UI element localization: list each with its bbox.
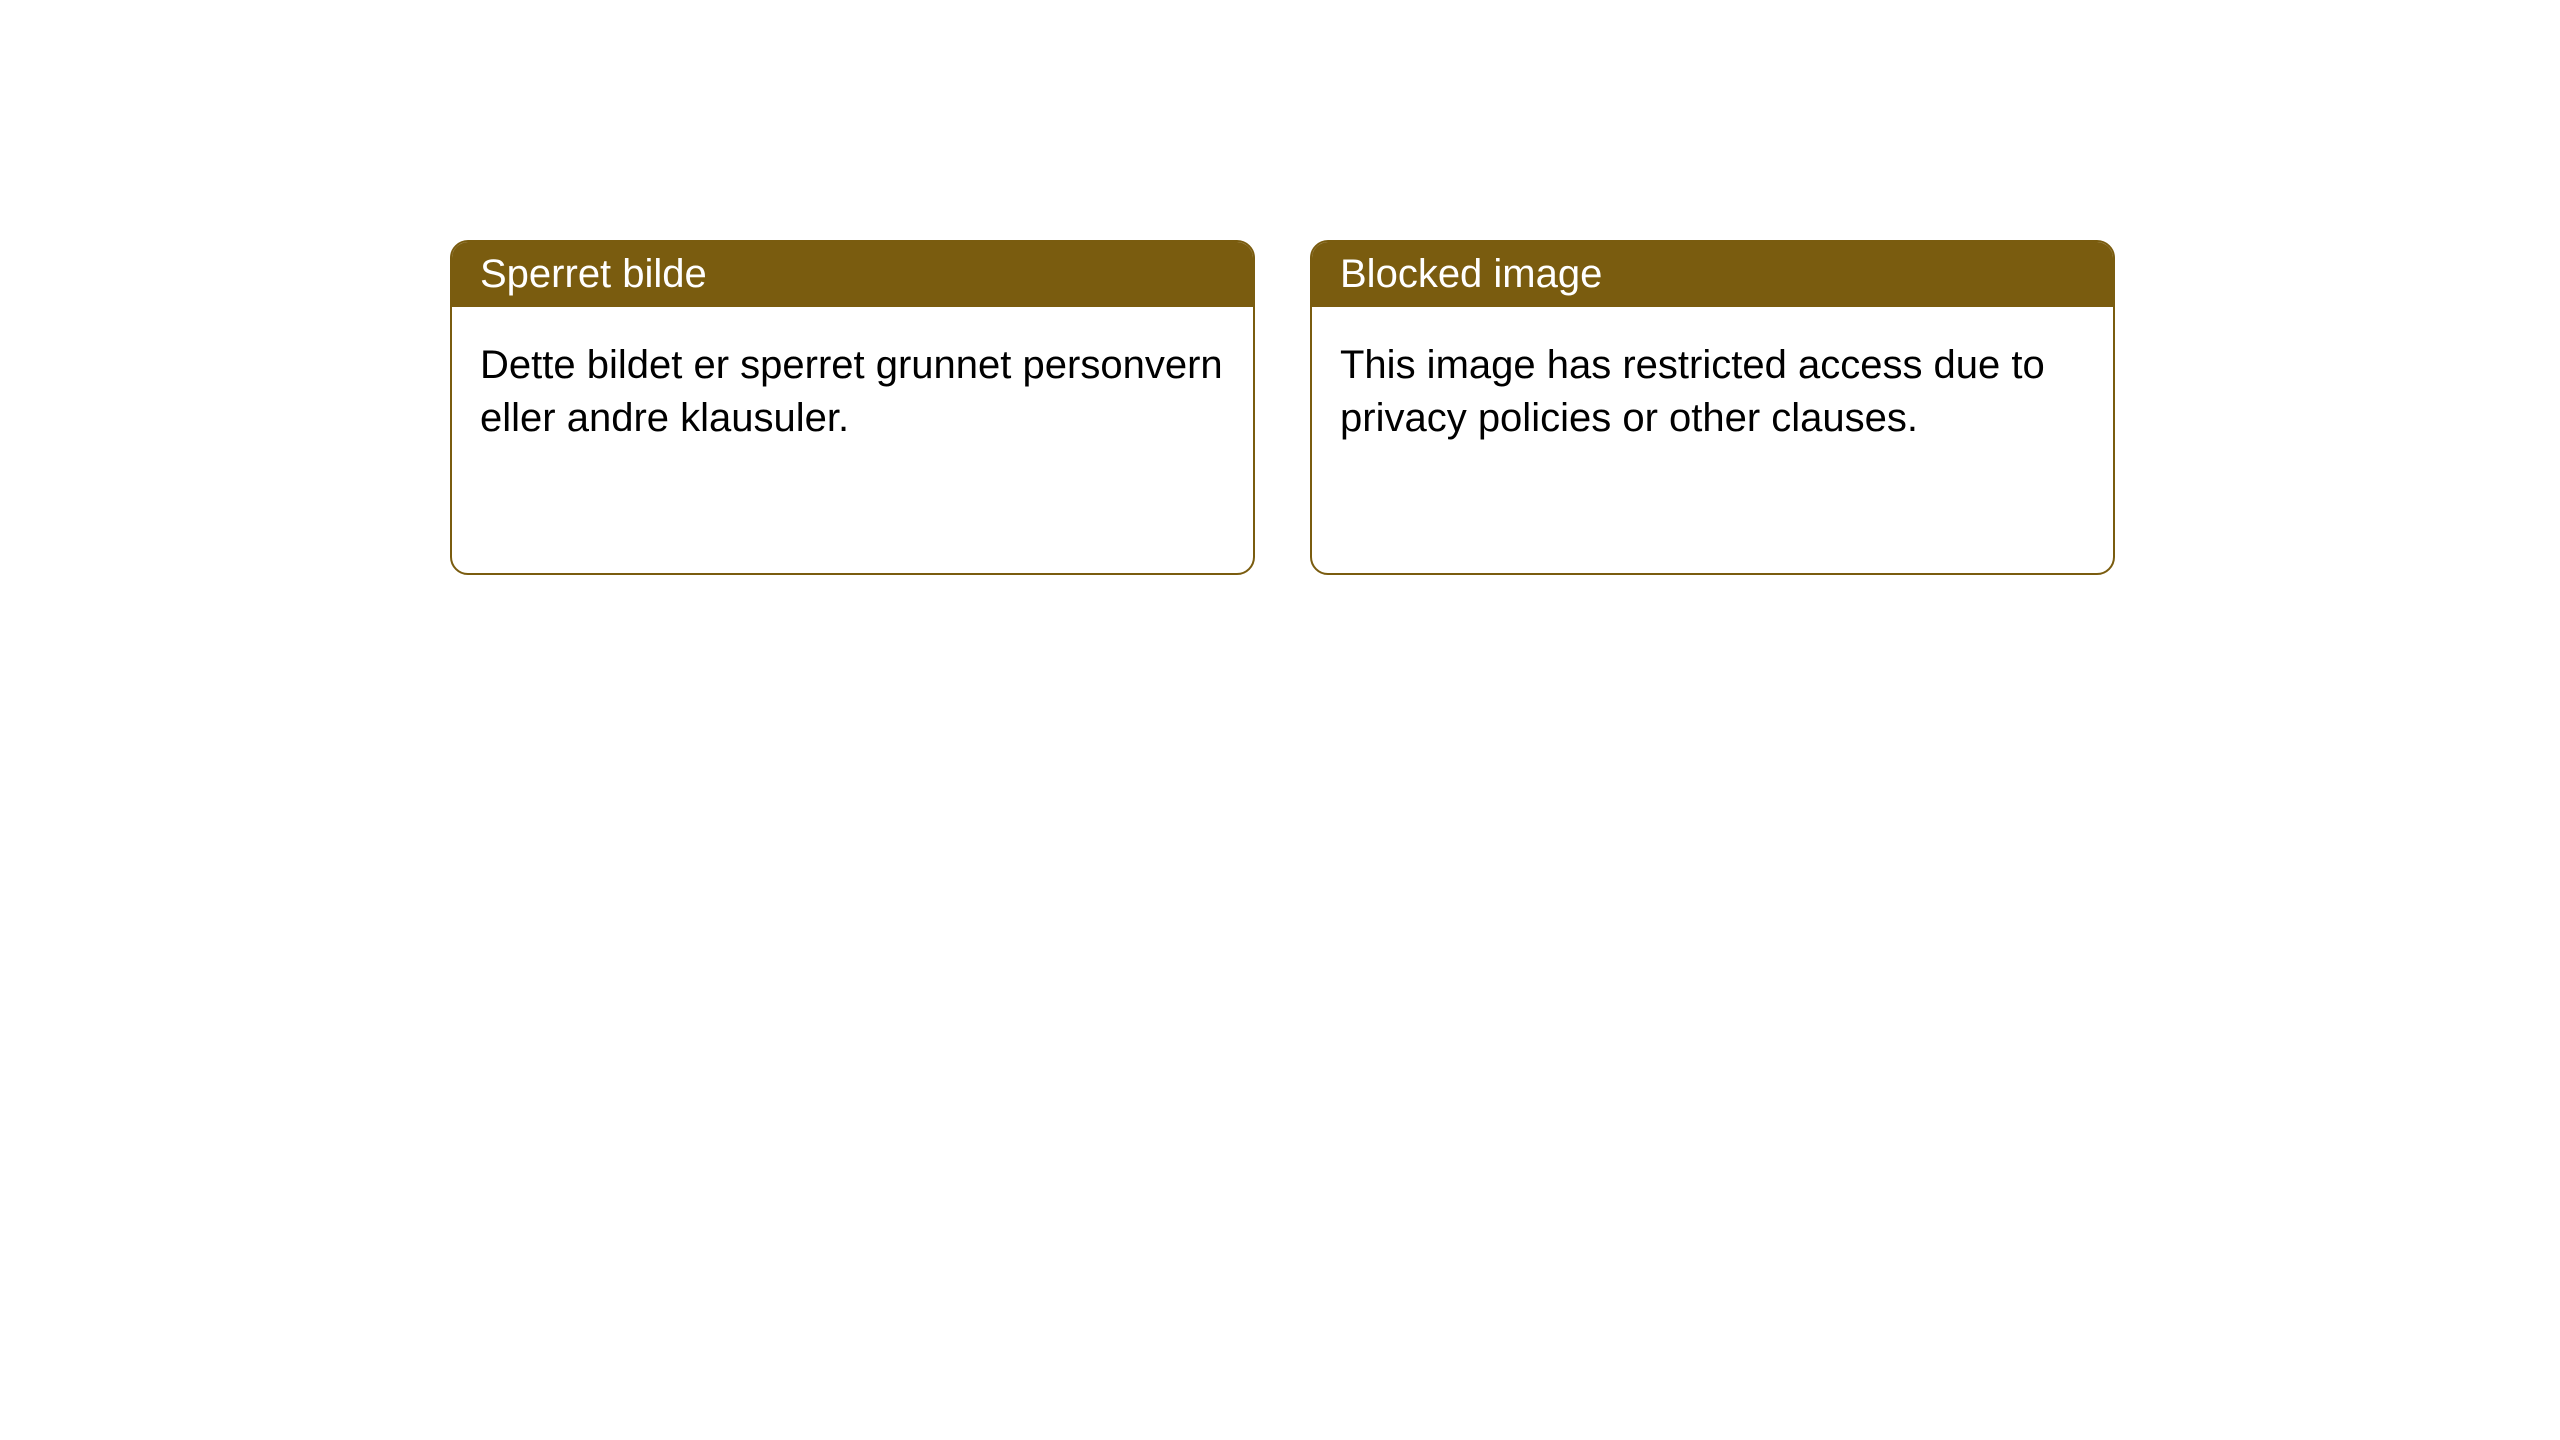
notice-header: Blocked image [1312, 242, 2113, 307]
notice-body: This image has restricted access due to … [1312, 307, 2113, 477]
notice-body-text: This image has restricted access due to … [1340, 343, 2045, 440]
notice-title: Blocked image [1340, 252, 1602, 296]
notice-card-norwegian: Sperret bilde Dette bildet er sperret gr… [450, 240, 1255, 575]
notice-title: Sperret bilde [480, 252, 707, 296]
notice-container: Sperret bilde Dette bildet er sperret gr… [0, 0, 2560, 575]
notice-body: Dette bildet er sperret grunnet personve… [452, 307, 1253, 477]
notice-header: Sperret bilde [452, 242, 1253, 307]
notice-card-english: Blocked image This image has restricted … [1310, 240, 2115, 575]
notice-body-text: Dette bildet er sperret grunnet personve… [480, 343, 1223, 440]
